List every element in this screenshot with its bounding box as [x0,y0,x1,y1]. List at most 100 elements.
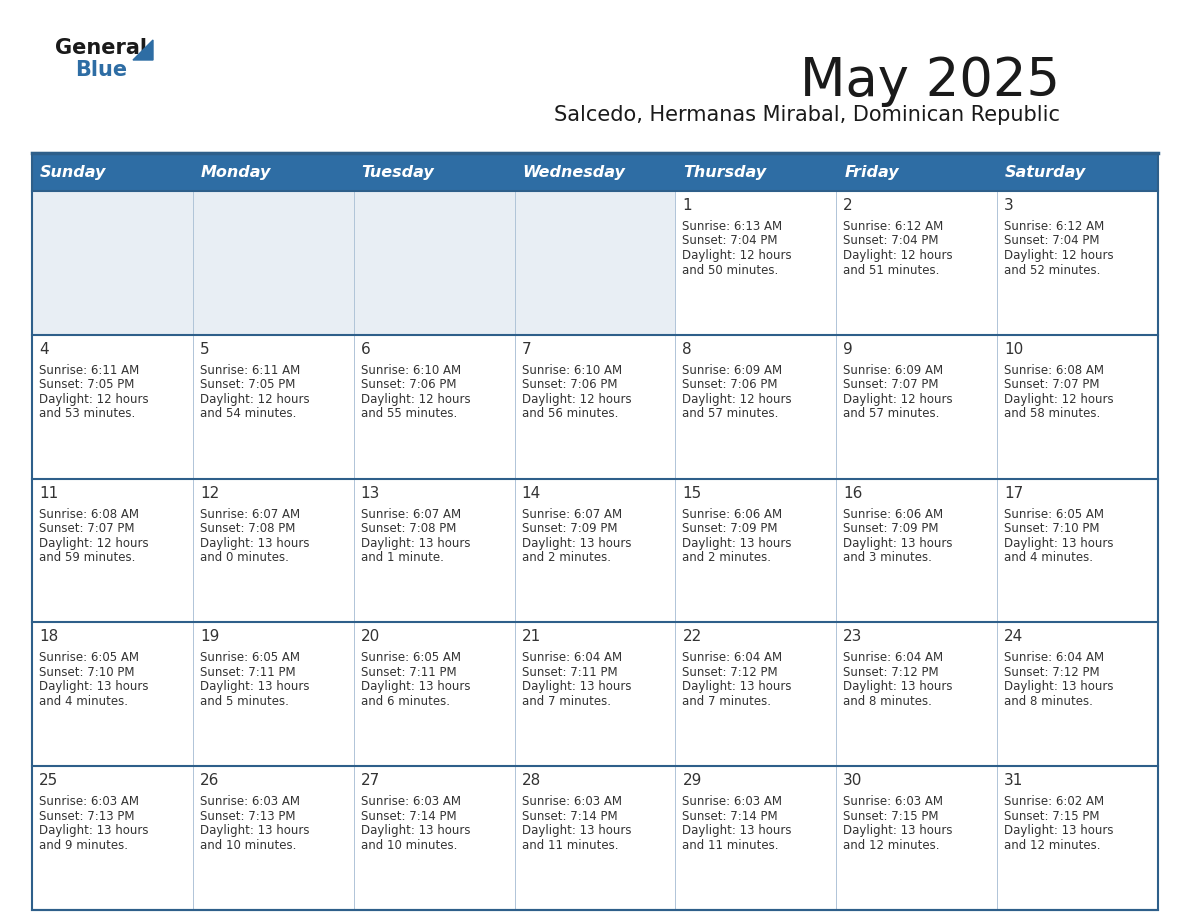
Text: Sunrise: 6:05 AM: Sunrise: 6:05 AM [200,652,299,665]
Text: and 2 minutes.: and 2 minutes. [682,551,771,564]
Text: Sunset: 7:09 PM: Sunset: 7:09 PM [843,522,939,535]
Text: and 11 minutes.: and 11 minutes. [682,839,779,852]
Bar [32,767,1158,910]
Text: Sunset: 7:13 PM: Sunset: 7:13 PM [39,810,134,823]
Text: Sunrise: 6:06 AM: Sunrise: 6:06 AM [682,508,783,521]
Bar [32,153,1158,191]
Text: Daylight: 12 hours: Daylight: 12 hours [1004,393,1114,406]
Text: Sunrise: 6:13 AM: Sunrise: 6:13 AM [682,220,783,233]
Text: Sunset: 7:14 PM: Sunset: 7:14 PM [522,810,618,823]
Text: 28: 28 [522,773,541,789]
Text: Sunset: 7:11 PM: Sunset: 7:11 PM [522,666,618,679]
Text: Sunset: 7:04 PM: Sunset: 7:04 PM [1004,234,1100,248]
Text: Sunrise: 6:06 AM: Sunrise: 6:06 AM [843,508,943,521]
Text: Sunrise: 6:11 AM: Sunrise: 6:11 AM [39,364,139,376]
Text: 5: 5 [200,341,209,357]
Text: Sunrise: 6:12 AM: Sunrise: 6:12 AM [843,220,943,233]
Text: Sunset: 7:10 PM: Sunset: 7:10 PM [1004,522,1100,535]
Bar [32,191,676,335]
Text: and 8 minutes.: and 8 minutes. [1004,695,1093,708]
Text: Sunset: 7:13 PM: Sunset: 7:13 PM [200,810,296,823]
Text: Daylight: 13 hours: Daylight: 13 hours [682,537,792,550]
Text: Monday: Monday [201,164,271,180]
Text: May 2025: May 2025 [800,55,1060,107]
Text: Sunset: 7:04 PM: Sunset: 7:04 PM [843,234,939,248]
Text: 4: 4 [39,341,49,357]
Text: Sunrise: 6:07 AM: Sunrise: 6:07 AM [200,508,301,521]
Text: and 54 minutes.: and 54 minutes. [200,408,296,420]
Text: Daylight: 12 hours: Daylight: 12 hours [39,537,148,550]
Text: Sunrise: 6:07 AM: Sunrise: 6:07 AM [522,508,621,521]
Text: and 0 minutes.: and 0 minutes. [200,551,289,564]
Text: Sunset: 7:04 PM: Sunset: 7:04 PM [682,234,778,248]
Text: Sunrise: 6:03 AM: Sunrise: 6:03 AM [843,795,943,808]
Text: Daylight: 13 hours: Daylight: 13 hours [39,824,148,837]
Text: 16: 16 [843,486,862,500]
Text: Daylight: 13 hours: Daylight: 13 hours [522,824,631,837]
Text: 3: 3 [1004,198,1013,213]
Text: Sunrise: 6:05 AM: Sunrise: 6:05 AM [1004,508,1104,521]
Text: Sunrise: 6:10 AM: Sunrise: 6:10 AM [522,364,621,376]
Text: and 11 minutes.: and 11 minutes. [522,839,618,852]
Text: Sunrise: 6:08 AM: Sunrise: 6:08 AM [1004,364,1104,376]
Text: Sunrise: 6:10 AM: Sunrise: 6:10 AM [361,364,461,376]
Text: Sunrise: 6:09 AM: Sunrise: 6:09 AM [843,364,943,376]
Text: and 12 minutes.: and 12 minutes. [843,839,940,852]
Text: Sunset: 7:06 PM: Sunset: 7:06 PM [361,378,456,391]
Text: Sunset: 7:14 PM: Sunset: 7:14 PM [361,810,456,823]
Text: Sunrise: 6:04 AM: Sunrise: 6:04 AM [522,652,621,665]
Text: 31: 31 [1004,773,1024,789]
Text: 21: 21 [522,630,541,644]
Text: and 8 minutes.: and 8 minutes. [843,695,933,708]
Text: Daylight: 13 hours: Daylight: 13 hours [522,680,631,693]
Text: Sunrise: 6:03 AM: Sunrise: 6:03 AM [682,795,783,808]
Text: Daylight: 13 hours: Daylight: 13 hours [361,537,470,550]
Text: 22: 22 [682,630,702,644]
Text: Daylight: 13 hours: Daylight: 13 hours [1004,824,1113,837]
Text: Daylight: 13 hours: Daylight: 13 hours [361,680,470,693]
Text: Daylight: 13 hours: Daylight: 13 hours [843,680,953,693]
Text: 9: 9 [843,341,853,357]
Text: and 6 minutes.: and 6 minutes. [361,695,450,708]
Text: 23: 23 [843,630,862,644]
Bar [32,335,1158,478]
Text: and 4 minutes.: and 4 minutes. [1004,551,1093,564]
Text: Daylight: 13 hours: Daylight: 13 hours [522,537,631,550]
Text: Daylight: 12 hours: Daylight: 12 hours [682,393,792,406]
Text: and 9 minutes.: and 9 minutes. [39,839,128,852]
Text: Sunday: Sunday [40,164,107,180]
Text: Sunrise: 6:05 AM: Sunrise: 6:05 AM [361,652,461,665]
Text: Sunrise: 6:11 AM: Sunrise: 6:11 AM [200,364,301,376]
Bar [32,478,1158,622]
Text: and 52 minutes.: and 52 minutes. [1004,263,1100,276]
Text: and 7 minutes.: and 7 minutes. [522,695,611,708]
Text: Daylight: 12 hours: Daylight: 12 hours [39,393,148,406]
Text: Sunset: 7:11 PM: Sunset: 7:11 PM [200,666,296,679]
Text: Daylight: 13 hours: Daylight: 13 hours [200,680,309,693]
Text: Sunrise: 6:03 AM: Sunrise: 6:03 AM [522,795,621,808]
Text: 17: 17 [1004,486,1023,500]
Text: Daylight: 12 hours: Daylight: 12 hours [843,249,953,262]
Text: Sunrise: 6:12 AM: Sunrise: 6:12 AM [1004,220,1105,233]
Text: Sunset: 7:12 PM: Sunset: 7:12 PM [843,666,939,679]
Text: 10: 10 [1004,341,1023,357]
Text: Daylight: 13 hours: Daylight: 13 hours [843,824,953,837]
Text: Sunset: 7:10 PM: Sunset: 7:10 PM [39,666,134,679]
Text: Daylight: 12 hours: Daylight: 12 hours [682,249,792,262]
Text: Daylight: 13 hours: Daylight: 13 hours [682,680,792,693]
Text: Daylight: 13 hours: Daylight: 13 hours [682,824,792,837]
Text: Sunrise: 6:04 AM: Sunrise: 6:04 AM [682,652,783,665]
Text: 24: 24 [1004,630,1023,644]
Text: and 53 minutes.: and 53 minutes. [39,408,135,420]
Text: Sunrise: 6:02 AM: Sunrise: 6:02 AM [1004,795,1105,808]
Text: and 12 minutes.: and 12 minutes. [1004,839,1100,852]
Text: 1: 1 [682,198,693,213]
Text: and 58 minutes.: and 58 minutes. [1004,408,1100,420]
Text: Wednesday: Wednesday [523,164,625,180]
Text: Friday: Friday [845,164,899,180]
Text: Sunset: 7:14 PM: Sunset: 7:14 PM [682,810,778,823]
Text: 20: 20 [361,630,380,644]
Text: 2: 2 [843,198,853,213]
Text: 25: 25 [39,773,58,789]
Text: 12: 12 [200,486,219,500]
